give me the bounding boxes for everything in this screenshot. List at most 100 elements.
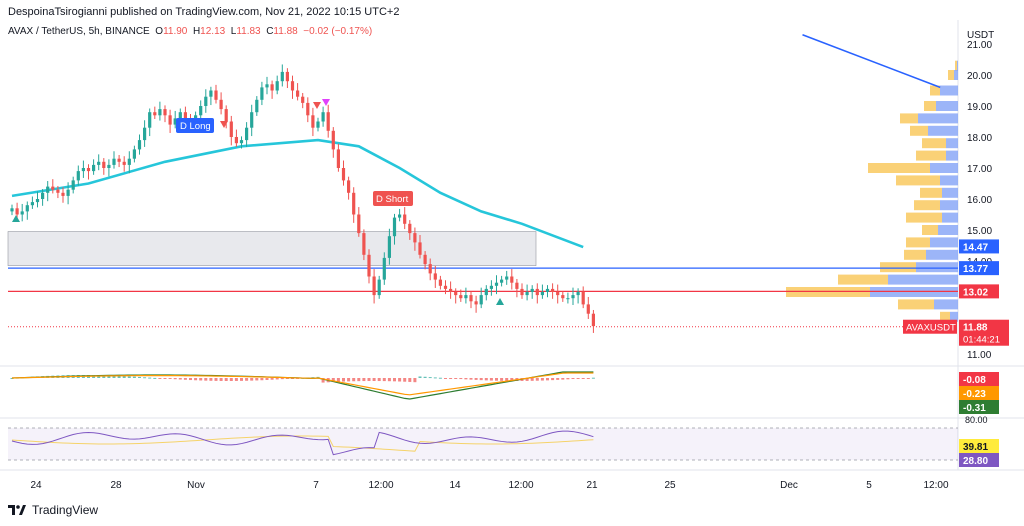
macd-histogram-bar [153,377,157,379]
time-tick-label: 21 [586,480,598,491]
macd-histogram-bar [234,378,238,381]
candle-body [443,285,448,289]
price-tick-label: 17.00 [967,164,992,175]
low-label: L [230,26,237,37]
volume-profile-buy-bar [906,237,930,248]
macd-value-label: -0.08 [963,375,986,386]
macd-histogram-bar [204,378,208,381]
candle-body [280,71,284,82]
macd-histogram-bar [209,378,213,381]
candle-body [25,205,29,212]
tradingview-name: TradingView [32,503,99,517]
symbol-legend: AVAX / TetherUS, 5h, BINANCE O11.90 H12.… [8,26,372,37]
macd-histogram-bar [495,378,498,381]
current-price-tag [959,319,1009,346]
candle-body [97,161,101,165]
open-value: 11.90 [163,26,188,37]
candle-body [112,158,116,165]
macd-histogram-bar [398,378,402,382]
macd-histogram-bar [173,378,177,380]
symbol-tag [903,319,957,334]
level-tag-label: 13.02 [963,287,988,298]
rsi-value-tag [959,439,999,453]
volume-profile-sell-bar [938,225,958,235]
candle-body [454,292,458,296]
macd-histogram-bar [500,378,504,381]
candle-body [500,279,504,283]
macd-histogram-bar [459,378,463,380]
macd-histogram-bar [168,378,172,379]
candle-body [352,192,356,215]
symbol-tag-label: AVAXUSDT [906,323,956,334]
open-label: O [155,26,164,37]
volume-profile-sell-bar [946,150,958,161]
candle-body [204,96,208,106]
time-tick-label: 14 [449,480,461,491]
candle-body [10,208,14,212]
macd-histogram-bar [372,378,376,382]
volume-profile-buy-bar [948,70,954,80]
signal-short-label: D Short [376,194,409,205]
macd-histogram-bar [10,378,14,379]
candle-body [107,164,111,168]
macd-histogram-bar [408,378,412,382]
countdown-label: 01:44:21 [963,335,1000,346]
candle-body [260,87,264,100]
trendline [802,33,941,89]
macd-histogram-bar [112,375,116,378]
candle-body [372,276,376,296]
time-tick-label: Dec [780,480,798,491]
macd-histogram-bar [484,378,488,381]
macd-histogram-bar [433,377,437,379]
candle-body [428,264,432,274]
macd-histogram-bar [342,378,345,382]
volume-profile-sell-bar [934,299,958,310]
volume-profile-sell-bar [916,262,958,273]
candle-body [515,282,519,289]
macd-histogram-bar [566,378,570,380]
signal-short-badge [373,191,413,206]
macd-histogram-bar [362,378,366,382]
time-tick-label: 24 [30,480,42,491]
high-value: 12.13 [200,26,226,37]
macd-histogram-bar [525,378,529,381]
macd-histogram-bar [336,378,340,382]
candle-body [219,99,223,110]
macd-histogram-bar [275,378,279,380]
candle-body [571,295,575,299]
macd-histogram-bar [178,378,182,380]
time-tick-label: Nov [187,480,205,491]
signal-long-badge [176,118,214,133]
candle-body [494,282,499,286]
macd-histogram-bar [438,377,442,379]
macd-histogram-bar [551,378,555,381]
macd-histogram-bar [107,375,111,378]
macd-histogram-bar [418,376,422,378]
time-tick-label: 25 [664,480,676,491]
candle-body [209,90,213,97]
candle-body [591,313,595,327]
macd-histogram-bar [245,378,249,381]
macd-histogram-bar [132,376,136,378]
macd-histogram-bar [586,378,590,379]
volume-profile-sell-bar [940,175,958,186]
macd-histogram-bar [367,378,371,382]
price-tick-label: 16.00 [967,195,992,206]
macd-histogram-bar [423,376,427,378]
macd-histogram-bar [454,378,458,379]
volume-profile-buy-bar [920,187,942,198]
volume-profile-sell-bar [936,101,958,111]
volume-profile-buy-bar [880,262,916,273]
macd-histogram-bar [260,378,264,381]
candle-body [321,112,325,122]
currency-label: USDT [967,30,994,41]
macd-histogram-bar [535,378,539,381]
current-price-label: 11.88 [963,323,988,334]
candle-body [581,292,585,305]
macd-histogram-bar [143,377,147,379]
macd-histogram-bar [331,378,335,383]
macd-histogram-bar [403,378,407,382]
macd-histogram-bar [270,378,274,380]
macd-histogram-bar [428,377,432,379]
